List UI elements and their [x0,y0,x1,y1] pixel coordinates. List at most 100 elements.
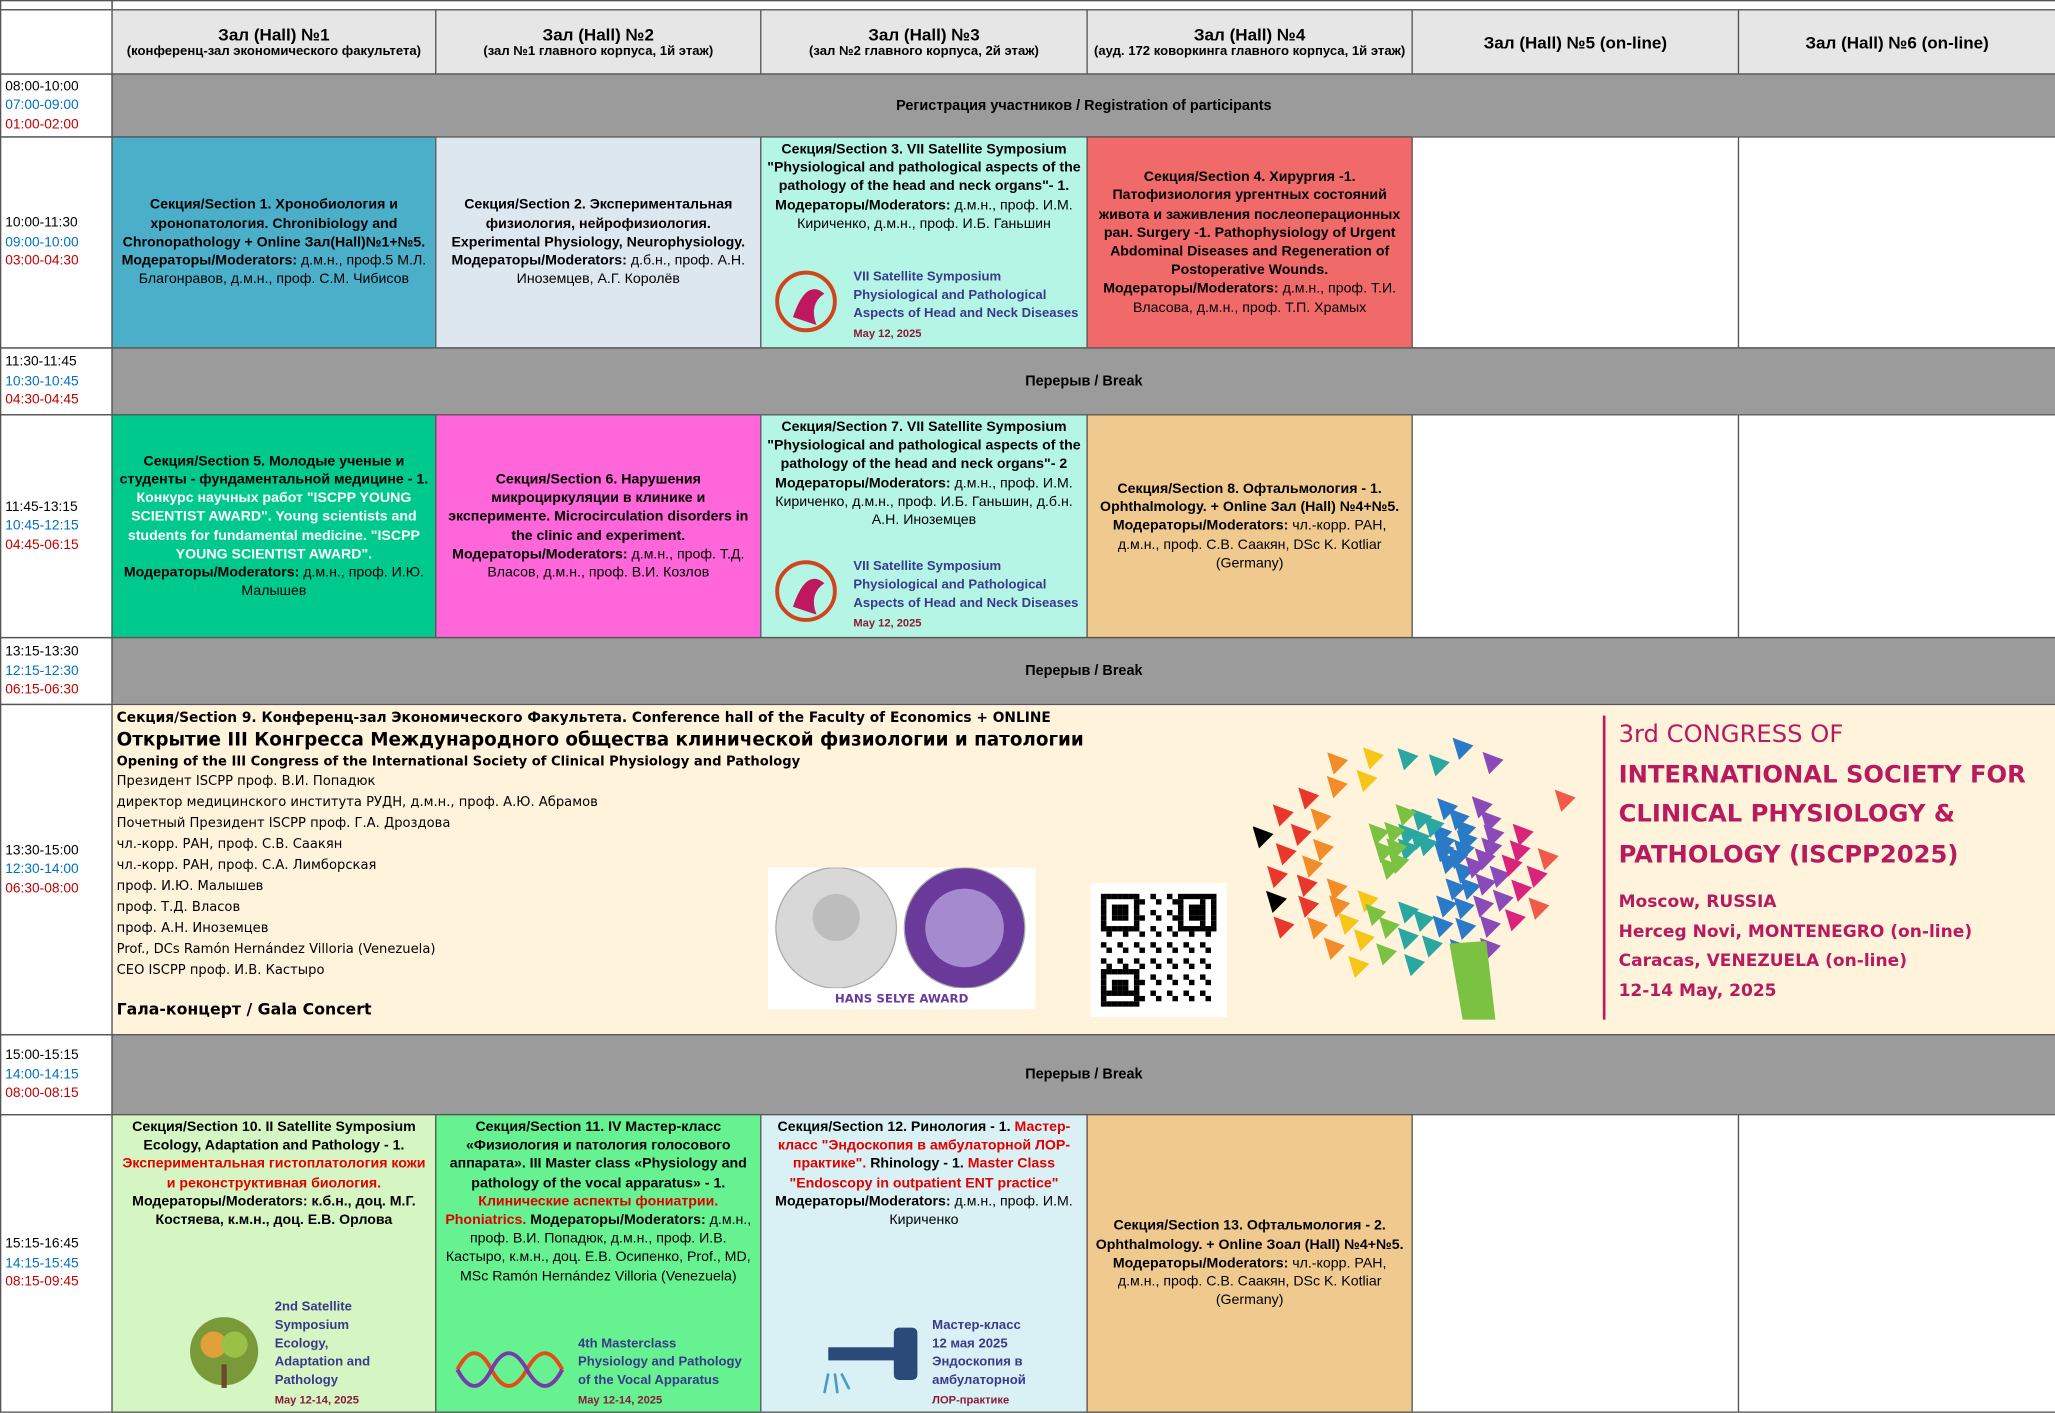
logo-line: Pathology [274,1373,339,1388]
empty-cell [1411,1114,1740,1413]
person: директор медицинского института РУДН, д.… [116,795,598,810]
empty-cell [1411,136,1740,349]
session-part: д.б.н., проф. А.Н. Иноземцев, А.Г. Корол… [516,253,746,288]
logo-line: Physiological and Pathological [853,577,1047,592]
session-text: Секция/Section 5. Молодые ученые и студе… [117,452,432,601]
time: 10:00-11:30 [5,215,78,231]
brain-image [1252,721,1594,1025]
logo-text: VII Satellite Symposium Physiological and… [853,558,1078,631]
hall-title: Зал (Hall) №6 (on-line) [1805,32,1989,52]
session-text: Секция/Section 12. Ринология - 1. Мастер… [765,1118,1082,1230]
person: проф. Т.Д. Власов [116,900,241,915]
logo-icon [769,554,848,634]
session-part: Секция/Section 11. IV Мастер-класс «Физи… [449,1119,747,1191]
logo-line: 2nd Satellite [274,1300,352,1315]
time: 09:00-10:00 [5,234,79,250]
logo-line: VII Satellite Symposium [853,558,1002,574]
logo-icon [822,1320,927,1405]
time: 08:00-10:00 [5,78,79,95]
time: 10:45-12:15 [5,518,79,534]
session-part: Секция/Section 13. Офтальмология - 2. Op… [1095,1218,1404,1272]
session-text: Секция/Section 11. IV Мастер-класс «Физи… [440,1118,756,1286]
hall-title: Зал (Hall) №4 [1193,24,1306,44]
brain [1252,737,1576,1020]
logo-line: ЛОР-практике [932,1393,1010,1407]
logo-line: Эндоскопия в [932,1355,1023,1370]
session-part: чл.-корр. РАН, д.м.н., проф. С.В. Саакян… [1117,1255,1387,1309]
session-part: д.м.н., проф. Т.Д. Власов, д.м.н., проф.… [487,546,745,581]
qr [1100,893,1217,1007]
qr-code [1090,883,1227,1018]
medals [775,866,1026,989]
logo-line: Physiological and Pathological [853,287,1047,303]
time: 13:15-13:30 [5,643,79,660]
logo-icon [455,1336,573,1408]
person: проф. И.Ю. Малышев [116,879,264,894]
session-text: Секция/Section 7. VII Satellite Symposiu… [765,418,1082,530]
banner-text: Перерыв / Break [1025,1066,1143,1083]
time: 15:00-15:15 [5,1047,79,1064]
hall-title: Зал (Hall) №2 [542,24,655,44]
congress-line: INTERNATIONAL SOCIETY FOR [1618,760,2026,789]
session-part: чл.-корр. РАН, д.м.н., проф. С.В. Саакян… [1117,518,1387,572]
session-part: Модераторы/Moderators: [526,1212,706,1229]
logo: 4th Masterclass Physiology and Pathology o… [455,1335,742,1408]
opening-title: Открытие III Конгресса Международного об… [116,729,1084,751]
person: Почетный Президент ISCPP проф. Г.А. Дроз… [116,816,451,831]
session-part: Секция/Section 6. Нарушения микроциркуля… [448,471,749,562]
session-part: Секция/Section 7. VII Satellite Symposiu… [767,419,1081,491]
logo-line: Мастер-класс [932,1318,1021,1333]
hall-note: (зал №1 главного корпуса, 1й этаж) [483,43,714,59]
logo-text: VII Satellite Symposium Physiological and… [853,268,1078,341]
session-text: Секция/Section 13. Офтальмология - 2. Op… [1092,1217,1408,1310]
logo-text: 2nd Satellite Symposium Ecology, Adaptation… [275,1299,370,1409]
session-part: д.м.н., проф. И.Ю. Малышев [241,564,424,600]
session: Секция/Section 4. Хирургия -1. Патофизио… [1086,136,1413,349]
time: 15:15-16:45 [5,1236,79,1252]
session-part: Секция/Section 12. Ринология - 1. [777,1119,1015,1135]
session: Секция/Section 5. Молодые ученые и студе… [111,414,437,639]
gala: Гала-концерт / Gala Concert [116,999,372,1019]
logo-line: 12 мая 2025 [932,1336,1008,1352]
person: CEO ISCPP проф. И.В. Кастыро [116,963,325,978]
session-part: Конкурс научных работ "ISCPP YOUNG SCIEN… [127,490,420,562]
session: Секция/Section 3. VII Satellite Symposiu… [760,136,1088,349]
award-label: HANS SELYE AWARD [834,993,969,1007]
time-cell: 11:30-11:45 10:30-10:45 04:30-04:45 [0,347,113,416]
logo-line: of the Vocal Apparatus [577,1373,720,1388]
session-part: Секция/Section 1. Хронобиология и хроноп… [121,197,426,269]
congress-line: PATHOLOGY (ISCPP2025) [1618,840,1959,869]
person: чл.-корр. РАН, проф. С.А. Лимборская [116,858,377,873]
time-cell: 13:15-13:30 12:15-12:30 06:15-06:30 [0,636,113,706]
session-part: Rhinology - 1. [866,1156,968,1173]
session-part: Секция/Section 4. Хирургия -1. Патофизио… [1099,169,1401,297]
hall-note: (конференц-зал экономического факультета… [126,43,422,59]
hall-title: Зал (Hall) №1 [218,24,330,44]
person: чл.-корр. РАН, проф. С.В. Саакян [116,837,343,852]
time: 12:15-12:30 [5,662,79,679]
hall-title: Зал (Hall) №5 (on-line) [1483,32,1668,52]
logo-line: Adaptation and [274,1355,371,1370]
session: Секция/Section 8. Офтальмология - 1. Oph… [1086,414,1413,639]
empty-cell [1737,1114,2055,1413]
opening-subtitle: Opening of the III Congress of the Inter… [116,754,801,770]
session-text: Секция/Section 1. Хронобиология и хроноп… [117,196,432,289]
session-part: Секция/Section 10. II Satellite Symposiu… [132,1119,416,1154]
place: Caracas, VENEZUELA (on-line) [1618,951,1907,972]
banner: Перерыв / Break [111,1034,2055,1116]
hall-header: Зал (Hall) №3 (зал №2 главного корпуса, 2… [760,9,1088,75]
hall-header: Зал (Hall) №6 (on-line) [1737,9,2055,75]
opening: Секция/Section 9. Конференц-зал Экономич… [111,703,2055,1036]
session-text: Секция/Section 8. Офтальмология - 1. Oph… [1092,480,1408,573]
time: 07:00-09:00 [5,97,79,114]
session-part: Секция/Section 3. VII Satellite Symposiu… [767,141,1081,214]
session-part: Секция/Section 5. Молодые ученые и студе… [119,453,429,488]
session-text: Секция/Section 2. Экспериментальная физи… [440,196,756,289]
session-part: д.м.н., проф.5 М.Л. Благонравов, д.м.н.,… [138,253,427,288]
session-part: д.м.н., проф. И.М. Кириченко [889,1193,1073,1229]
session-part: Мастер-класс "Эндоскопия в амбулаторной … [777,1119,1071,1173]
session-part: Master Class "Endoscopy in outpatient EN… [789,1156,1059,1191]
section-title: Секция/Section 9. Конференц-зал Экономич… [116,710,1051,727]
